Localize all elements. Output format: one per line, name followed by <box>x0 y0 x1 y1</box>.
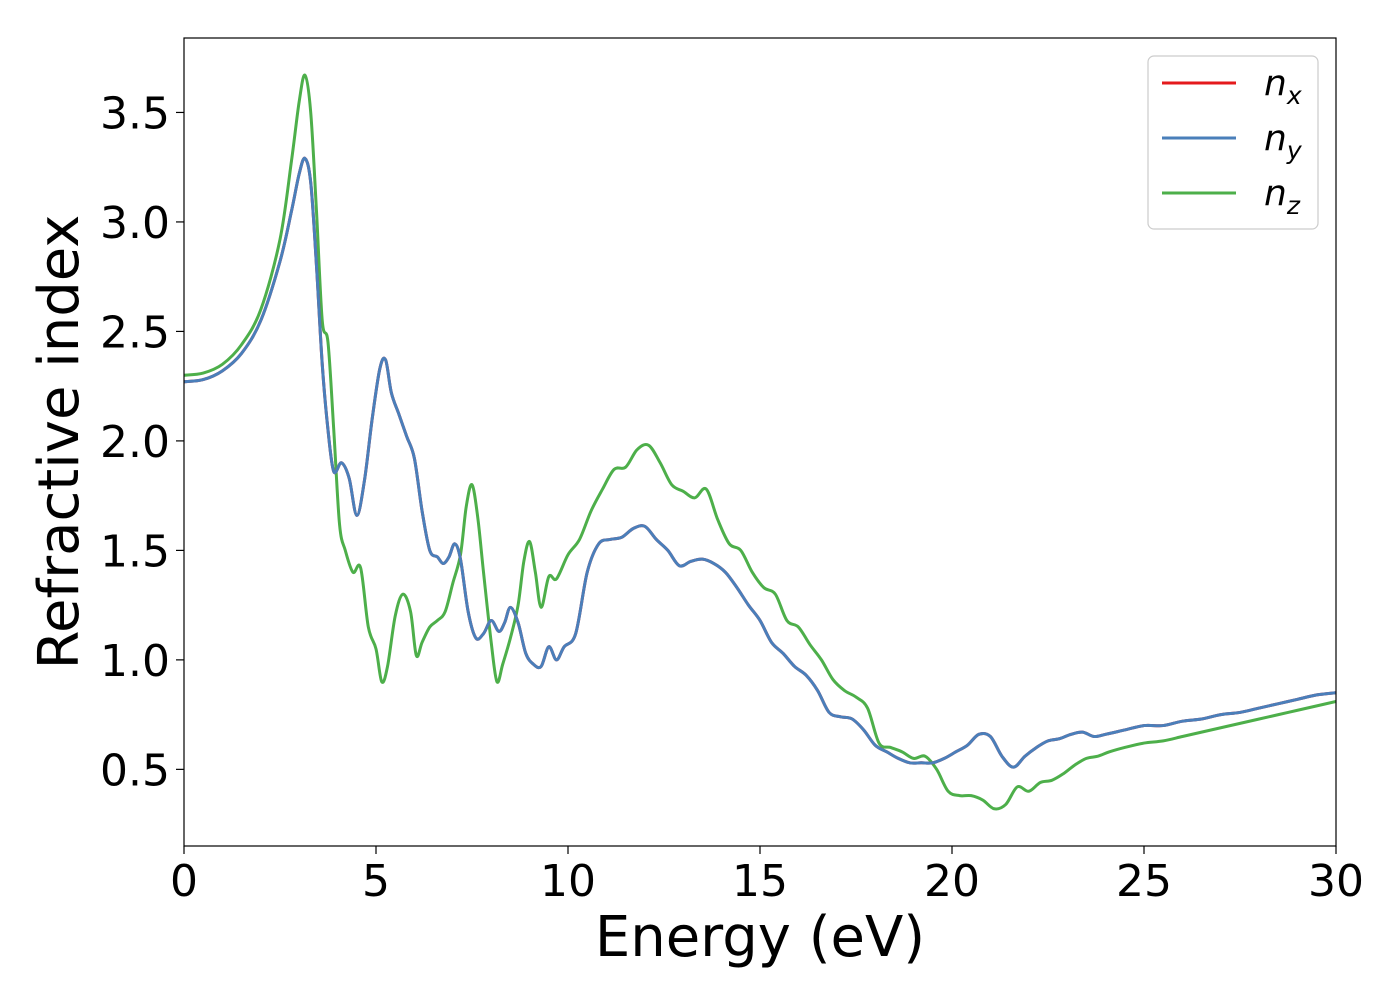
series-line-n-z <box>184 73 1336 811</box>
x-tick-label: 0 <box>170 856 198 907</box>
y-tick-label: 3.0 <box>100 198 170 249</box>
x-tick-label: 10 <box>540 856 596 907</box>
y-tick-label: 1.0 <box>100 636 170 687</box>
y-tick-label: 2.0 <box>100 417 170 468</box>
y-axis-ticks: 0.5 1.0 1.5 2.0 2.5 3.0 3.5 <box>100 88 184 796</box>
y-tick-label: 2.5 <box>100 307 170 358</box>
y-tick-label: 3.5 <box>100 88 170 139</box>
x-tick-label: 25 <box>1116 856 1172 907</box>
x-axis-ticks: 0 5 10 15 20 25 30 <box>170 846 1364 907</box>
y-tick-label: 0.5 <box>100 745 170 796</box>
y-axis-label: Refractive index <box>27 215 92 670</box>
series-line-n-y <box>184 156 1336 769</box>
y-tick-label: 1.5 <box>100 526 170 577</box>
x-axis-label: Energy (eV) <box>595 905 925 970</box>
x-tick-label: 30 <box>1308 856 1364 907</box>
x-tick-label: 20 <box>924 856 980 907</box>
legend-box <box>1147 55 1319 230</box>
x-tick-label: 5 <box>362 856 390 907</box>
x-tick-label: 15 <box>732 856 788 907</box>
series-layer <box>184 73 1336 811</box>
